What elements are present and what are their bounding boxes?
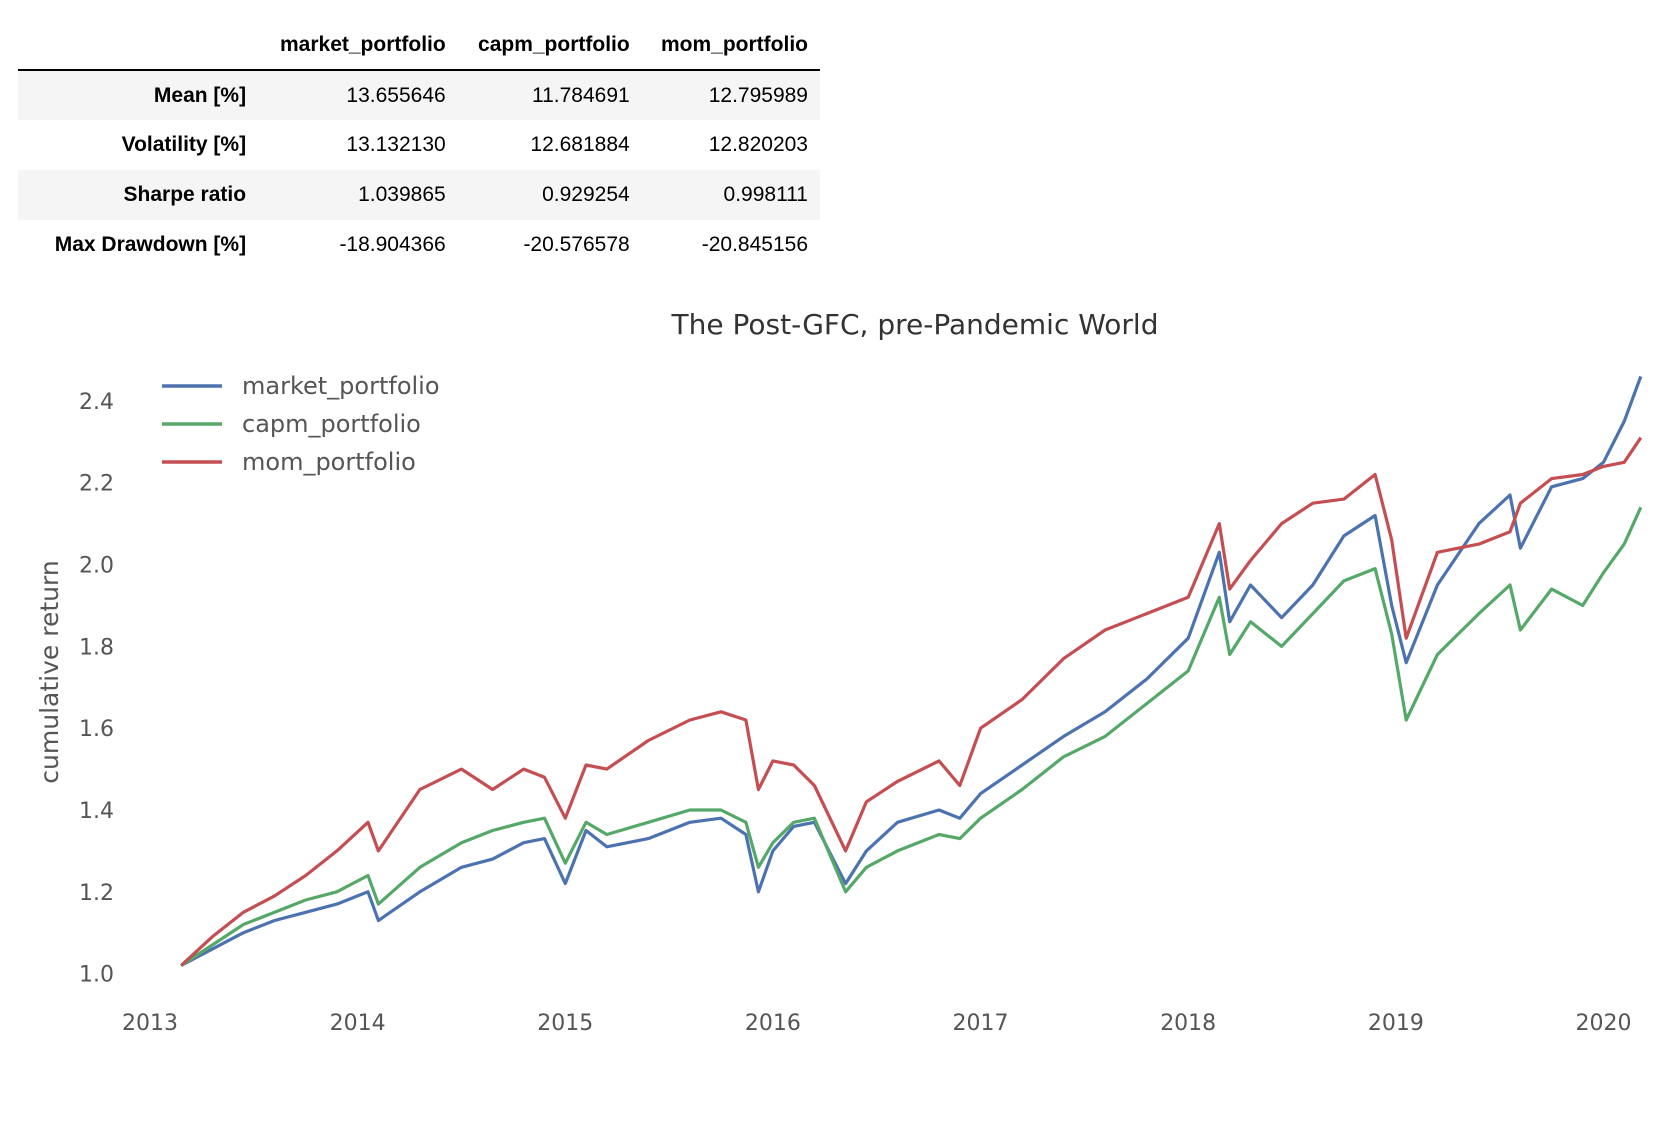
column-header: market_portfolio <box>258 20 458 71</box>
table-row: Mean [%] 13.655646 11.784691 12.795989 <box>18 70 820 120</box>
y-tick-label: 2.0 <box>79 554 114 579</box>
series-lines <box>180 375 1643 967</box>
legend-label: capm_portfolio <box>242 410 421 438</box>
table-row: Volatility [%] 13.132130 12.681884 12.82… <box>18 120 820 170</box>
table-cell: 0.998111 <box>723 183 808 206</box>
table-cell: 12.795989 <box>708 83 808 107</box>
legend-label: market_portfolio <box>242 372 440 400</box>
y-axis-label: cumulative return <box>35 560 64 783</box>
x-tick-label: 2016 <box>745 1011 801 1036</box>
legend: market_portfolio capm_portfolio mom_portfo… <box>162 372 440 476</box>
y-tick-label: 1.0 <box>79 963 114 988</box>
y-tick-label: 1.8 <box>79 635 114 660</box>
x-tick-labels: 2013 2014 2015 2016 2017 2018 2019 2020 <box>122 1011 1631 1036</box>
y-tick-label: 2.4 <box>79 390 114 415</box>
legend-label: mom_portfolio <box>242 448 416 476</box>
column-header: capm_portfolio <box>457 20 642 71</box>
series-line-capm_portfolio <box>180 506 1643 967</box>
stats-table: market_portfolio capm_portfolio mom_port… <box>18 20 820 270</box>
table-cell: 0.929254 <box>542 183 630 206</box>
y-tick-label: 1.2 <box>79 881 114 906</box>
x-tick-label: 2015 <box>537 1011 593 1036</box>
row-label: Sharpe ratio <box>123 183 247 206</box>
table-cell: -20.576578 <box>523 233 630 256</box>
x-tick-label: 2019 <box>1368 1011 1424 1036</box>
x-tick-label: 2020 <box>1575 1011 1631 1036</box>
table-cell: -18.904366 <box>339 233 446 256</box>
table-row: Max Drawdown [%] -18.904366 -20.576578 -… <box>18 220 820 270</box>
x-tick-label: 2017 <box>953 1011 1009 1036</box>
y-tick-label: 2.2 <box>79 472 114 497</box>
row-label: Volatility [%] <box>121 133 247 156</box>
x-tick-label: 2018 <box>1160 1011 1216 1036</box>
table-row: Sharpe ratio 1.039865 0.929254 0.998111 <box>18 170 820 220</box>
chart-title: The Post-GFC, pre-Pandemic World <box>671 308 1159 341</box>
series-line-market_portfolio <box>180 375 1643 967</box>
table-cell: 13.655646 <box>346 83 446 107</box>
y-tick-label: 1.6 <box>79 717 114 742</box>
table-cell: 13.132130 <box>346 133 446 156</box>
column-header: mom_portfolio <box>641 20 820 71</box>
table-cell: -20.845156 <box>701 233 808 256</box>
row-label: Mean [%] <box>153 83 247 107</box>
table-header-row: market_portfolio capm_portfolio mom_port… <box>18 20 820 71</box>
series-line-mom_portfolio <box>180 436 1643 967</box>
y-tick-label: 1.4 <box>79 799 114 824</box>
x-tick-label: 2013 <box>122 1011 178 1036</box>
y-tick-labels: 1.0 1.2 1.4 1.6 1.8 2.0 2.2 2.4 <box>79 390 114 988</box>
table-corner-cell <box>18 20 259 71</box>
cumulative-return-chart: The Post-GFC, pre-Pandemic World cumulat… <box>35 308 1643 1036</box>
table-cell: 12.681884 <box>530 133 630 156</box>
row-label: Max Drawdown [%] <box>54 233 247 256</box>
table-cell: 12.820203 <box>708 133 808 156</box>
table-cell: 11.784691 <box>531 83 630 107</box>
table-cell: 1.039865 <box>358 183 446 206</box>
x-tick-label: 2014 <box>330 1011 386 1036</box>
